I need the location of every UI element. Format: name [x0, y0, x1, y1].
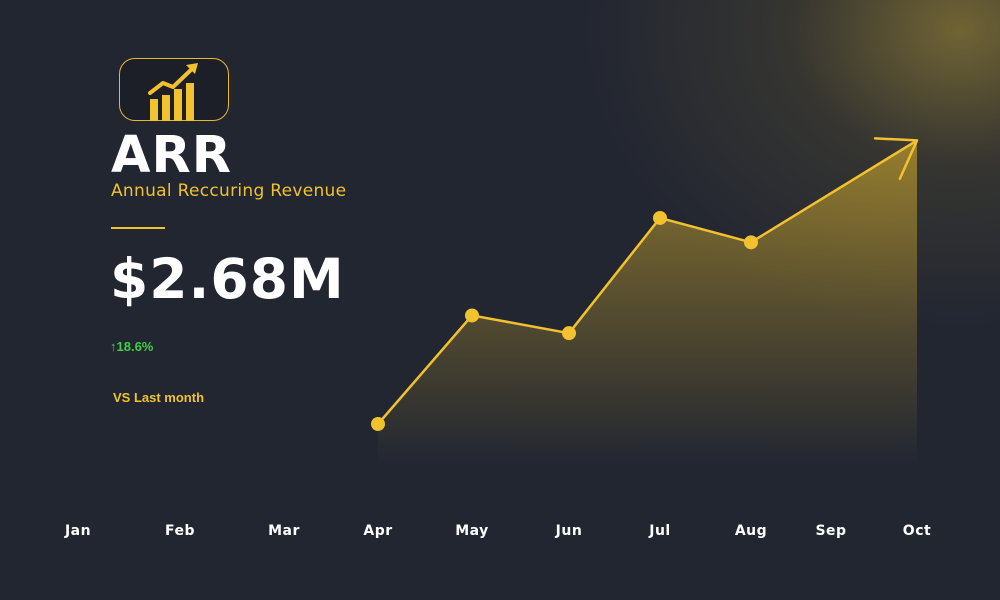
- x-tick-label-jul: Jul: [648, 523, 670, 539]
- arrow-up-icon: ↑: [110, 339, 117, 354]
- title-divider: [111, 227, 165, 229]
- bar-chart-growth-icon: [148, 63, 198, 121]
- x-tick-label-jan: Jan: [64, 523, 91, 539]
- x-tick-label-oct: Oct: [903, 523, 931, 539]
- x-tick-label-apr: Apr: [363, 523, 392, 539]
- metric-subtitle: Annual Reccuring Revenue: [111, 181, 347, 201]
- x-tick-label-jun: Jun: [555, 523, 583, 539]
- x-tick-label-aug: Aug: [735, 523, 767, 539]
- x-tick-label-feb: Feb: [165, 523, 195, 539]
- data-point-may: [465, 308, 479, 323]
- change-indicator: ↑18.6%: [110, 338, 153, 356]
- comparison-label: VS Last month: [113, 390, 205, 405]
- data-point-apr: [371, 417, 385, 431]
- series-line: [377, 139, 918, 425]
- change-percent: 18.6%: [116, 339, 154, 354]
- arrow-head-icon: [873, 137, 919, 181]
- arr-logo-badge: [119, 58, 229, 121]
- series-area-fill: [378, 140, 917, 465]
- data-point-jul: [653, 210, 667, 225]
- data-point-jun: [562, 326, 576, 341]
- metric-title: ARR: [111, 126, 233, 185]
- data-point-aug: [744, 235, 758, 250]
- x-tick-label-mar: Mar: [268, 523, 300, 539]
- x-tick-label-sep: Sep: [815, 523, 846, 539]
- x-tick-label-may: May: [455, 523, 489, 539]
- metric-value: $2.68M: [110, 247, 345, 311]
